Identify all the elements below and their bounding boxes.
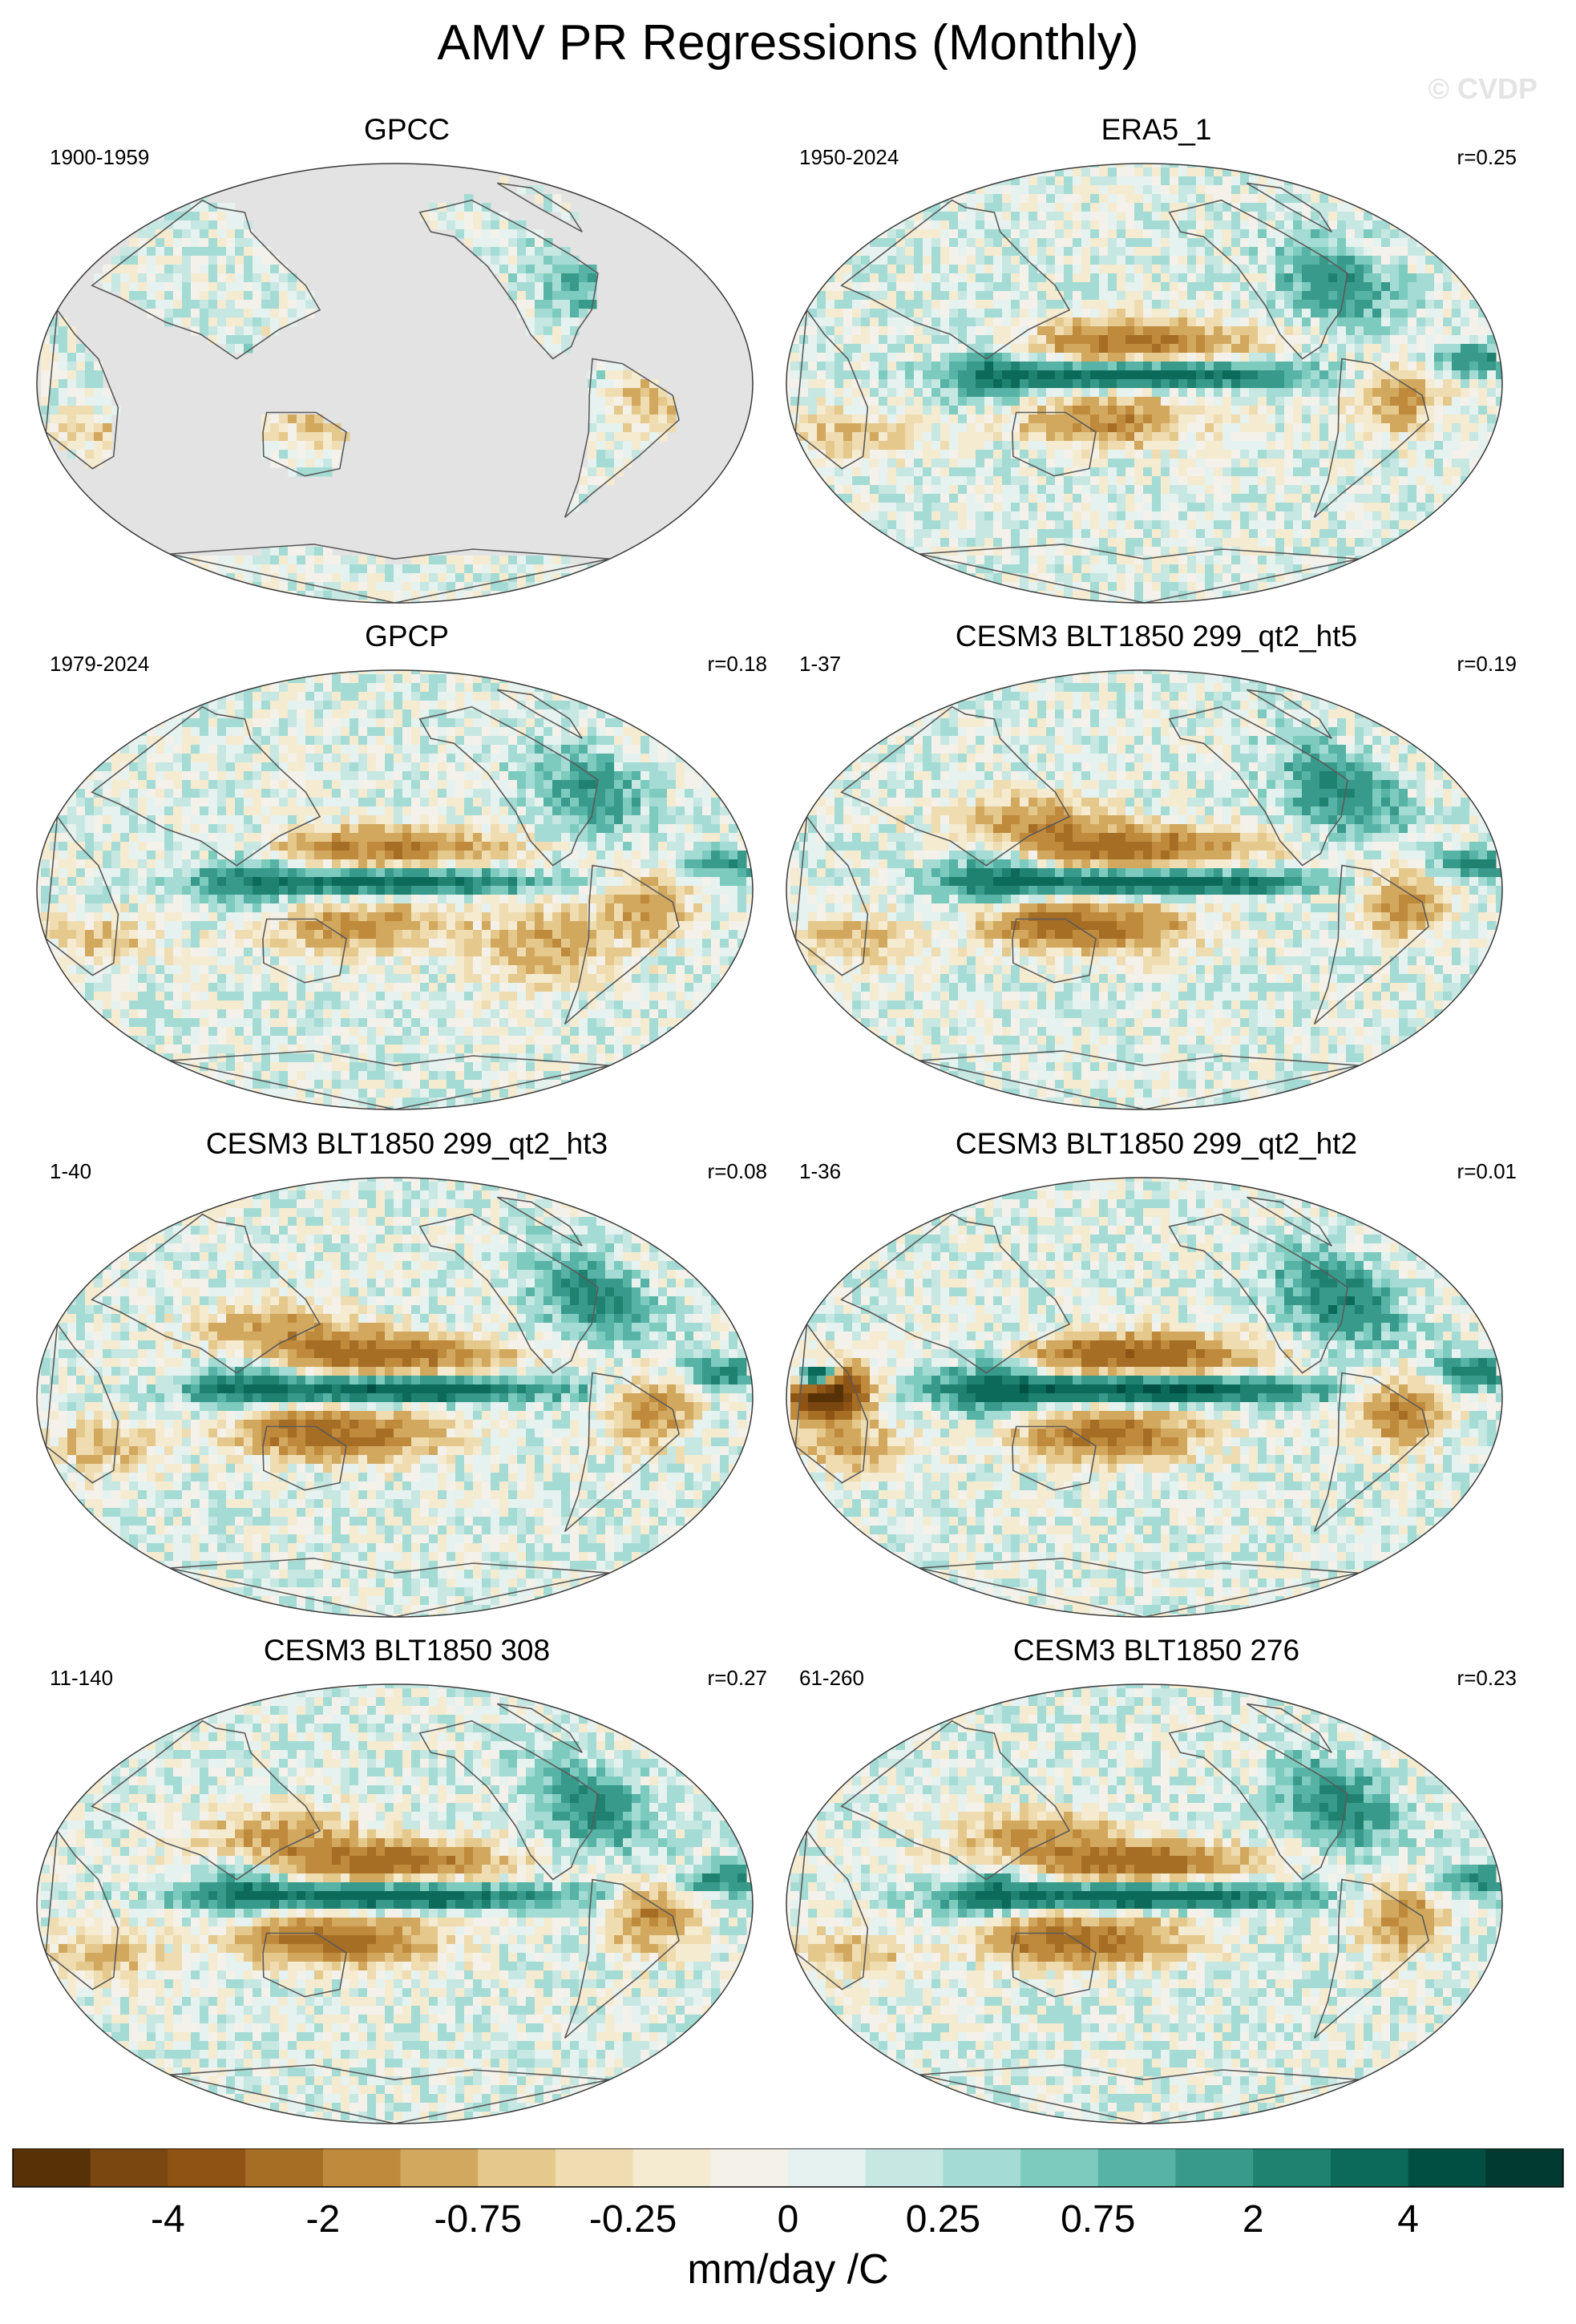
colorbar-swatch [788,2148,867,2187]
robinson-map [786,669,1503,1110]
panel-title: ERA5_1 [782,112,1531,148]
colorbar-swatch [1020,2148,1099,2187]
panel-correlation: r=0.25 [1457,144,1517,170]
robinson-map [36,163,754,604]
colorbar-tick-label: 0.25 [906,2198,980,2241]
robinson-map [786,1683,1503,2124]
colorbar-swatch [1175,2148,1254,2187]
panel-correlation: r=0.08 [708,1158,767,1184]
robinson-map [786,163,1503,604]
map-panel: GPCC 1900-1959 [32,112,782,625]
robinson-map [36,669,754,1110]
colorbar-swatch [632,2148,711,2187]
panel-title: CESM3 BLT1850 299_qt2_ht2 [782,1126,1531,1162]
panel-correlation: r=0.27 [708,1665,767,1691]
colorbar-swatch [943,2148,1021,2187]
panel-period: 1979-2024 [50,651,149,677]
colorbar-swatch [555,2148,634,2187]
colorbar-tick-label: -4 [151,2198,185,2241]
colorbar-swatch [1408,2148,1486,2187]
figure-title: AMV PR Regressions (Monthly) [0,11,1576,75]
colorbar-tick-label: -0.25 [589,2198,677,2241]
panel-period: 1-36 [799,1158,841,1184]
colorbar-swatch [168,2148,246,2187]
colorbar-swatch [710,2148,789,2187]
colorbar-swatch [245,2148,324,2187]
robinson-map [36,1683,754,2124]
robinson-map [36,1177,754,1618]
panel-correlation: r=0.01 [1457,1158,1517,1184]
colorbar-label: mm/day /C [687,2246,888,2293]
colorbar-swatch [1097,2148,1176,2187]
panel-title: CESM3 BLT1850 299_qt2_ht5 [782,619,1531,654]
colorbar-tick-label: 4 [1397,2198,1419,2241]
colorbar-swatch [865,2148,944,2187]
colorbar-tick-label: 0.75 [1061,2198,1135,2241]
panel-period: 1-37 [799,651,841,677]
colorbar-swatch [400,2148,479,2187]
panel-title: GPCP [32,619,782,654]
map-panel: GPCP 1979-2024 r=0.18 [32,619,782,1132]
robinson-map [786,1177,1503,1618]
colorbar-tick-label: -2 [305,2198,340,2241]
panel-title: GPCC [32,112,782,148]
panel-title: CESM3 BLT1850 308 [32,1633,782,1668]
panel-correlation: r=0.19 [1457,651,1517,677]
map-panel: ERA5_1 1950-2024 r=0.25 [782,112,1531,625]
panel-period: 1-40 [50,1158,91,1184]
colorbar-tick-label: 0 [778,2198,799,2241]
colorbar-swatch [1485,2148,1564,2187]
panel-title: CESM3 BLT1850 299_qt2_ht3 [32,1126,782,1162]
colorbar-swatch [1330,2148,1409,2187]
colorbar-swatch [13,2148,91,2187]
map-panel: CESM3 BLT1850 299_qt2_ht5 1-37 r=0.19 [782,619,1531,1132]
panel-correlation: r=0.23 [1457,1665,1517,1691]
colorbar-swatch [322,2148,401,2187]
colorbar-tick-label: 2 [1243,2198,1264,2241]
cvdp-watermark: © CVDP [1428,72,1538,106]
panel-period: 1950-2024 [799,144,899,170]
panel-period: 1900-1959 [50,144,149,170]
panel-period: 61-260 [799,1665,864,1691]
colorbar-swatch [1253,2148,1332,2187]
colorbar: -4 -2 -0.75 -0.25 0 0.25 0.75 2 4 mm/day /C [12,2148,1564,2293]
colorbar-swatch [478,2148,556,2187]
colorbar-swatch [90,2148,168,2187]
map-panel: CESM3 BLT1850 299_qt2_ht2 1-36 r=0.01 [782,1126,1531,1639]
panel-title: CESM3 BLT1850 276 [782,1633,1531,1668]
map-panel: CESM3 BLT1850 276 61-260 r=0.23 [782,1633,1531,2146]
panel-period: 11-140 [50,1665,113,1691]
map-panel: CESM3 BLT1850 299_qt2_ht3 1-40 r=0.08 [32,1126,782,1639]
panel-correlation: r=0.18 [708,651,767,677]
map-panel: CESM3 BLT1850 308 11-140 r=0.27 [32,1633,782,2146]
colorbar-tick-label: -0.75 [434,2198,521,2241]
